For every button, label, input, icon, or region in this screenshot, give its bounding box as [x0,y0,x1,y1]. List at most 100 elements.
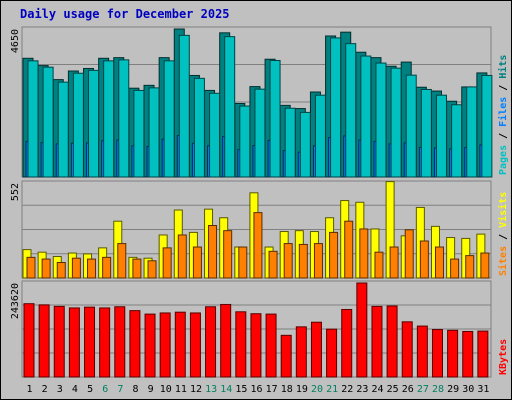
x-tick-day-6: 6 [102,384,108,395]
bar-hits-pages-day-23 [360,55,372,178]
bar-visits-sites-day-18 [283,243,293,279]
bar-visits-sites-day-9 [147,260,157,279]
bar-kbytes-kbytes-day-28 [431,329,443,378]
x-tick-day-5: 5 [87,384,93,395]
x-tick-day-17: 17 [266,384,278,395]
bar-visits-sites-day-7 [117,243,127,279]
bar-hits-pages-day-11 [178,34,190,178]
x-tick-day-3: 3 [57,384,63,395]
bar-kbytes-kbytes-day-7 [114,306,126,378]
bar-visits-sites-day-27 [419,240,429,279]
bar-hits-pages-day-21 [330,37,342,178]
bar-kbytes-kbytes-day-4 [68,307,80,378]
x-tick-day-23: 23 [356,384,368,395]
x-tick-day-29: 29 [447,384,459,395]
bar-hits-pages-day-25 [390,67,402,178]
bar-visits-sites-day-8 [132,258,142,279]
bar-hits-pages-day-13 [209,92,221,178]
bar-visits-sites-day-25 [389,246,399,279]
x-tick-day-1: 1 [27,384,33,395]
bar-hits-pages-day-27 [420,88,432,178]
bar-kbytes-kbytes-day-6 [99,307,111,378]
bar-visits-sites-day-29 [450,258,460,279]
x-tick-day-12: 12 [190,384,202,395]
right-label-hits: Pages / Files / Hits [497,55,509,175]
x-tick-day-21: 21 [326,384,338,395]
bar-kbytes-kbytes-day-31 [477,330,489,378]
bar-hits-pages-day-14 [224,36,236,178]
bar-hits-pages-day-30 [466,86,478,178]
bar-visits-sites-day-21 [329,231,339,279]
bar-visits-sites-day-30 [465,255,475,279]
x-tick-day-18: 18 [281,384,293,395]
x-tick-day-14: 14 [220,384,232,395]
bar-visits-sites-day-17 [268,250,278,279]
x-tick-day-22: 22 [341,384,353,395]
bar-visits-sites-day-28 [434,246,444,279]
bar-visits-sites-day-3 [56,262,66,279]
bar-kbytes-kbytes-day-25 [386,305,398,378]
bar-hits-pages-day-15 [239,105,251,178]
x-tick-day-2: 2 [42,384,48,395]
bar-hits-pages-day-19 [299,111,311,178]
bar-visits-sites-day-22 [344,220,354,279]
right-label-visits: Sites / Visits [497,192,509,276]
x-tick-day-9: 9 [148,384,154,395]
bar-hits-pages-day-16 [254,88,266,178]
bar-hits-pages-day-18 [284,107,296,178]
bar-hits-pages-day-24 [375,62,387,178]
bar-kbytes-kbytes-day-3 [53,305,65,378]
bar-visits-sites-day-26 [404,229,414,279]
bar-visits-sites-day-23 [359,228,369,279]
x-tick-day-31: 31 [477,384,489,395]
bar-kbytes-kbytes-day-8 [129,310,141,378]
bar-kbytes-kbytes-day-5 [84,306,96,378]
bar-hits-pages-day-8 [133,89,145,178]
bar-hits-pages-day-12 [193,77,205,178]
bar-hits-pages-day-26 [405,74,417,178]
right-label-kbytes: KBytes [498,339,509,375]
x-tick-day-7: 7 [117,384,123,395]
x-tick-day-19: 19 [296,384,308,395]
x-tick-day-10: 10 [160,384,172,395]
bar-visits-sites-day-16 [253,212,263,279]
bar-visits-sites-day-6 [102,256,112,279]
bar-kbytes-kbytes-day-20 [310,321,322,378]
x-tick-day-11: 11 [175,384,187,395]
x-tick-day-4: 4 [72,384,78,395]
bar-visits-sites-day-24 [374,251,384,279]
bar-hits-pages-day-5 [88,69,100,178]
bar-hits-pages-day-17 [269,60,281,178]
bar-hits-pages-day-22 [345,43,357,178]
chart-title: Daily usage for December 2025 [20,7,230,21]
x-tick-day-28: 28 [432,384,444,395]
ymax-label-hits: 4650 [10,29,21,53]
bar-hits-pages-day-31 [481,74,493,178]
bar-kbytes-kbytes-day-17 [265,313,277,378]
x-tick-day-15: 15 [235,384,247,395]
bar-hits-pages-day-4 [72,72,84,178]
x-tick-day-30: 30 [462,384,474,395]
ymax-label-kbytes: 243620 [10,283,21,319]
bar-kbytes-kbytes-day-13 [205,306,217,378]
bar-visits-sites-day-20 [313,243,323,279]
bar-visits-sites-day-5 [87,258,97,279]
bar-visits-sites-day-31 [480,252,490,279]
bar-kbytes-kbytes-day-14 [220,303,232,378]
bar-visits-sites-day-2 [41,258,51,279]
bar-hits-pages-day-28 [435,94,447,178]
bar-kbytes-kbytes-day-18 [280,334,292,378]
bar-hits-pages-day-3 [57,81,69,178]
bar-kbytes-kbytes-day-23 [356,282,368,378]
bar-hits-pages-day-2 [42,66,54,178]
bar-kbytes-kbytes-day-22 [341,308,353,378]
bar-visits-sites-day-4 [71,257,81,279]
x-tick-day-13: 13 [205,384,217,395]
bar-kbytes-kbytes-day-10 [159,312,171,378]
x-tick-day-16: 16 [250,384,262,395]
bar-hits-pages-day-29 [451,104,463,178]
bar-kbytes-kbytes-day-12 [189,312,201,378]
bar-visits-sites-day-15 [238,246,248,279]
bar-hits-pages-day-9 [148,87,160,178]
